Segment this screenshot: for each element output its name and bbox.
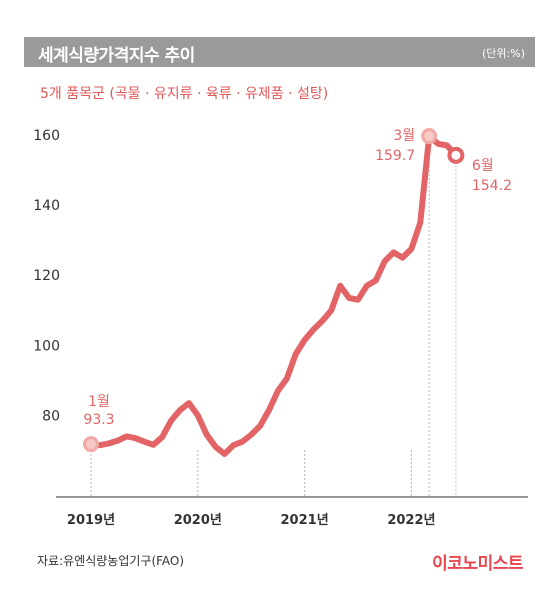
title-bar: 세계식량가격지수 추이 (단위:%)	[24, 37, 535, 67]
annotation-value: 154.2	[472, 178, 512, 194]
annotations: 1월 93.3 3월 159.7 6월 154.2	[83, 128, 512, 428]
annotation-month: 6월	[472, 158, 494, 174]
x-tick-label: 2020년	[174, 513, 222, 528]
unit-label: (단위:%)	[482, 47, 525, 60]
annotation-month: 1월	[88, 394, 110, 410]
annotation-value: 159.7	[375, 148, 415, 164]
chart-title: 세계식량가격지수 추이	[38, 46, 195, 66]
brand-logo: 이코노미스트	[432, 554, 523, 574]
chart-subtitle: 5개 품목군 (곡물 · 유지류 · 육류 · 유제품 · 설탕)	[40, 86, 329, 102]
y-tick-label: 120	[33, 268, 60, 284]
annotation-value: 93.3	[83, 412, 114, 428]
source-note: 자료:유엔식량농업기구(FAO)	[37, 554, 185, 568]
y-tick-label: 80	[42, 408, 60, 424]
y-tick-label: 100	[33, 338, 60, 354]
y-axis: 80 100 120 140 160	[33, 128, 60, 424]
x-tick-label: 2021년	[281, 513, 329, 528]
x-axis: 2019년 2020년 2021년 2022년	[67, 513, 436, 528]
marker-start	[83, 436, 99, 453]
x-tick-label: 2022년	[387, 513, 435, 528]
y-tick-label: 140	[33, 198, 60, 214]
marker-end	[447, 146, 465, 164]
marker-peak	[421, 128, 438, 145]
y-tick-label: 160	[33, 128, 60, 144]
x-tick-label: 2019년	[67, 513, 115, 528]
annotation-month: 3월	[393, 128, 415, 144]
year-guide-lines	[90, 146, 457, 497]
series-line	[88, 133, 459, 457]
markers	[83, 128, 465, 453]
